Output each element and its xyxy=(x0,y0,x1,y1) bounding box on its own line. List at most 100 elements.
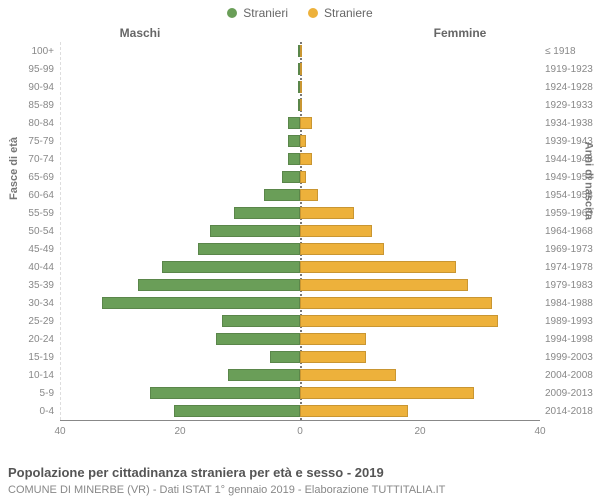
pyramid-row: 20-241994-1998 xyxy=(60,330,540,348)
legend-male-label: Stranieri xyxy=(243,6,288,20)
chart-area: 100+≤ 191895-991919-192390-941924-192885… xyxy=(60,42,540,421)
female-bar xyxy=(300,189,318,202)
male-bar-wrap xyxy=(60,168,300,186)
age-label: 75-79 xyxy=(14,136,54,147)
x-tick-label: 20 xyxy=(174,426,185,437)
age-label: 70-74 xyxy=(14,154,54,165)
male-bar xyxy=(222,315,300,328)
birth-year-label: 1964-1968 xyxy=(545,226,600,237)
pyramid-row: 45-491969-1973 xyxy=(60,240,540,258)
pyramid-row: 65-691949-1953 xyxy=(60,168,540,186)
male-bar-wrap xyxy=(60,150,300,168)
pyramid-chart: Stranieri Straniere Maschi Femmine 100+≤… xyxy=(0,0,600,500)
age-label: 0-4 xyxy=(14,406,54,417)
female-bar-wrap xyxy=(300,330,540,348)
age-label: 45-49 xyxy=(14,244,54,255)
male-bar xyxy=(228,369,300,382)
female-bar xyxy=(300,279,468,292)
pyramid-row: 25-291989-1993 xyxy=(60,312,540,330)
female-bar xyxy=(300,45,302,58)
x-tick-label: 0 xyxy=(297,426,303,437)
female-bar xyxy=(300,99,302,112)
pyramid-row: 10-142004-2008 xyxy=(60,366,540,384)
pyramid-row: 80-841934-1938 xyxy=(60,114,540,132)
female-bar xyxy=(300,135,306,148)
age-label: 25-29 xyxy=(14,316,54,327)
male-bar xyxy=(234,207,300,220)
age-label: 35-39 xyxy=(14,280,54,291)
pyramid-row: 75-791939-1943 xyxy=(60,132,540,150)
female-bar-wrap xyxy=(300,114,540,132)
pyramid-row: 35-391979-1983 xyxy=(60,276,540,294)
age-label: 5-9 xyxy=(14,388,54,399)
female-bar xyxy=(300,297,492,310)
male-bar-wrap xyxy=(60,402,300,420)
birth-year-label: 1989-1993 xyxy=(545,316,600,327)
male-bar-wrap xyxy=(60,276,300,294)
male-bar-wrap xyxy=(60,312,300,330)
female-bar-wrap xyxy=(300,384,540,402)
female-bar-wrap xyxy=(300,78,540,96)
female-bar-wrap xyxy=(300,258,540,276)
header-male: Maschi xyxy=(0,26,300,40)
male-bar-wrap xyxy=(60,384,300,402)
female-bar-wrap xyxy=(300,222,540,240)
x-tick-label: 40 xyxy=(534,426,545,437)
pyramid-row: 0-42014-2018 xyxy=(60,402,540,420)
legend-dot-male xyxy=(227,8,237,18)
birth-year-label: 1919-1923 xyxy=(545,64,600,75)
female-bar xyxy=(300,333,366,346)
pyramid-row: 60-641954-1958 xyxy=(60,186,540,204)
legend: Stranieri Straniere xyxy=(0,0,600,20)
age-label: 20-24 xyxy=(14,334,54,345)
chart-subtitle: COMUNE DI MINERBE (VR) - Dati ISTAT 1° g… xyxy=(8,484,445,496)
birth-year-label: 2014-2018 xyxy=(545,406,600,417)
male-bar xyxy=(264,189,300,202)
male-bar-wrap xyxy=(60,222,300,240)
age-label: 60-64 xyxy=(14,190,54,201)
male-bar-wrap xyxy=(60,132,300,150)
legend-female-label: Straniere xyxy=(324,6,373,20)
male-bar xyxy=(216,333,300,346)
age-label: 90-94 xyxy=(14,82,54,93)
male-bar-wrap xyxy=(60,348,300,366)
female-bar xyxy=(300,405,408,418)
female-bar-wrap xyxy=(300,204,540,222)
age-label: 85-89 xyxy=(14,100,54,111)
male-bar-wrap xyxy=(60,96,300,114)
legend-female: Straniere xyxy=(308,6,373,20)
female-bar xyxy=(300,261,456,274)
female-bar-wrap xyxy=(300,150,540,168)
birth-year-label: 1929-1933 xyxy=(545,100,600,111)
age-label: 65-69 xyxy=(14,172,54,183)
pyramid-row: 30-341984-1988 xyxy=(60,294,540,312)
female-bar xyxy=(300,225,372,238)
column-headers: Maschi Femmine xyxy=(0,26,600,40)
x-tick-label: 20 xyxy=(414,426,425,437)
male-bar-wrap xyxy=(60,60,300,78)
age-label: 10-14 xyxy=(14,370,54,381)
legend-dot-female xyxy=(308,8,318,18)
age-label: 55-59 xyxy=(14,208,54,219)
birth-year-label: 1934-1938 xyxy=(545,118,600,129)
female-bar-wrap xyxy=(300,276,540,294)
birth-year-label: 1999-2003 xyxy=(545,352,600,363)
male-bar-wrap xyxy=(60,294,300,312)
male-bar xyxy=(150,387,300,400)
pyramid-row: 95-991919-1923 xyxy=(60,60,540,78)
male-bar xyxy=(174,405,300,418)
x-tick-label: 40 xyxy=(54,426,65,437)
birth-year-label: 1979-1983 xyxy=(545,280,600,291)
female-bar xyxy=(300,243,384,256)
x-axis-ticks: 402002040 xyxy=(60,426,540,440)
male-bar-wrap xyxy=(60,114,300,132)
male-bar xyxy=(162,261,300,274)
male-bar xyxy=(198,243,300,256)
female-bar-wrap xyxy=(300,132,540,150)
male-bar xyxy=(288,135,300,148)
female-bar xyxy=(300,81,302,94)
female-bar xyxy=(300,351,366,364)
male-bar xyxy=(270,351,300,364)
pyramid-row: 15-191999-2003 xyxy=(60,348,540,366)
female-bar xyxy=(300,63,302,76)
